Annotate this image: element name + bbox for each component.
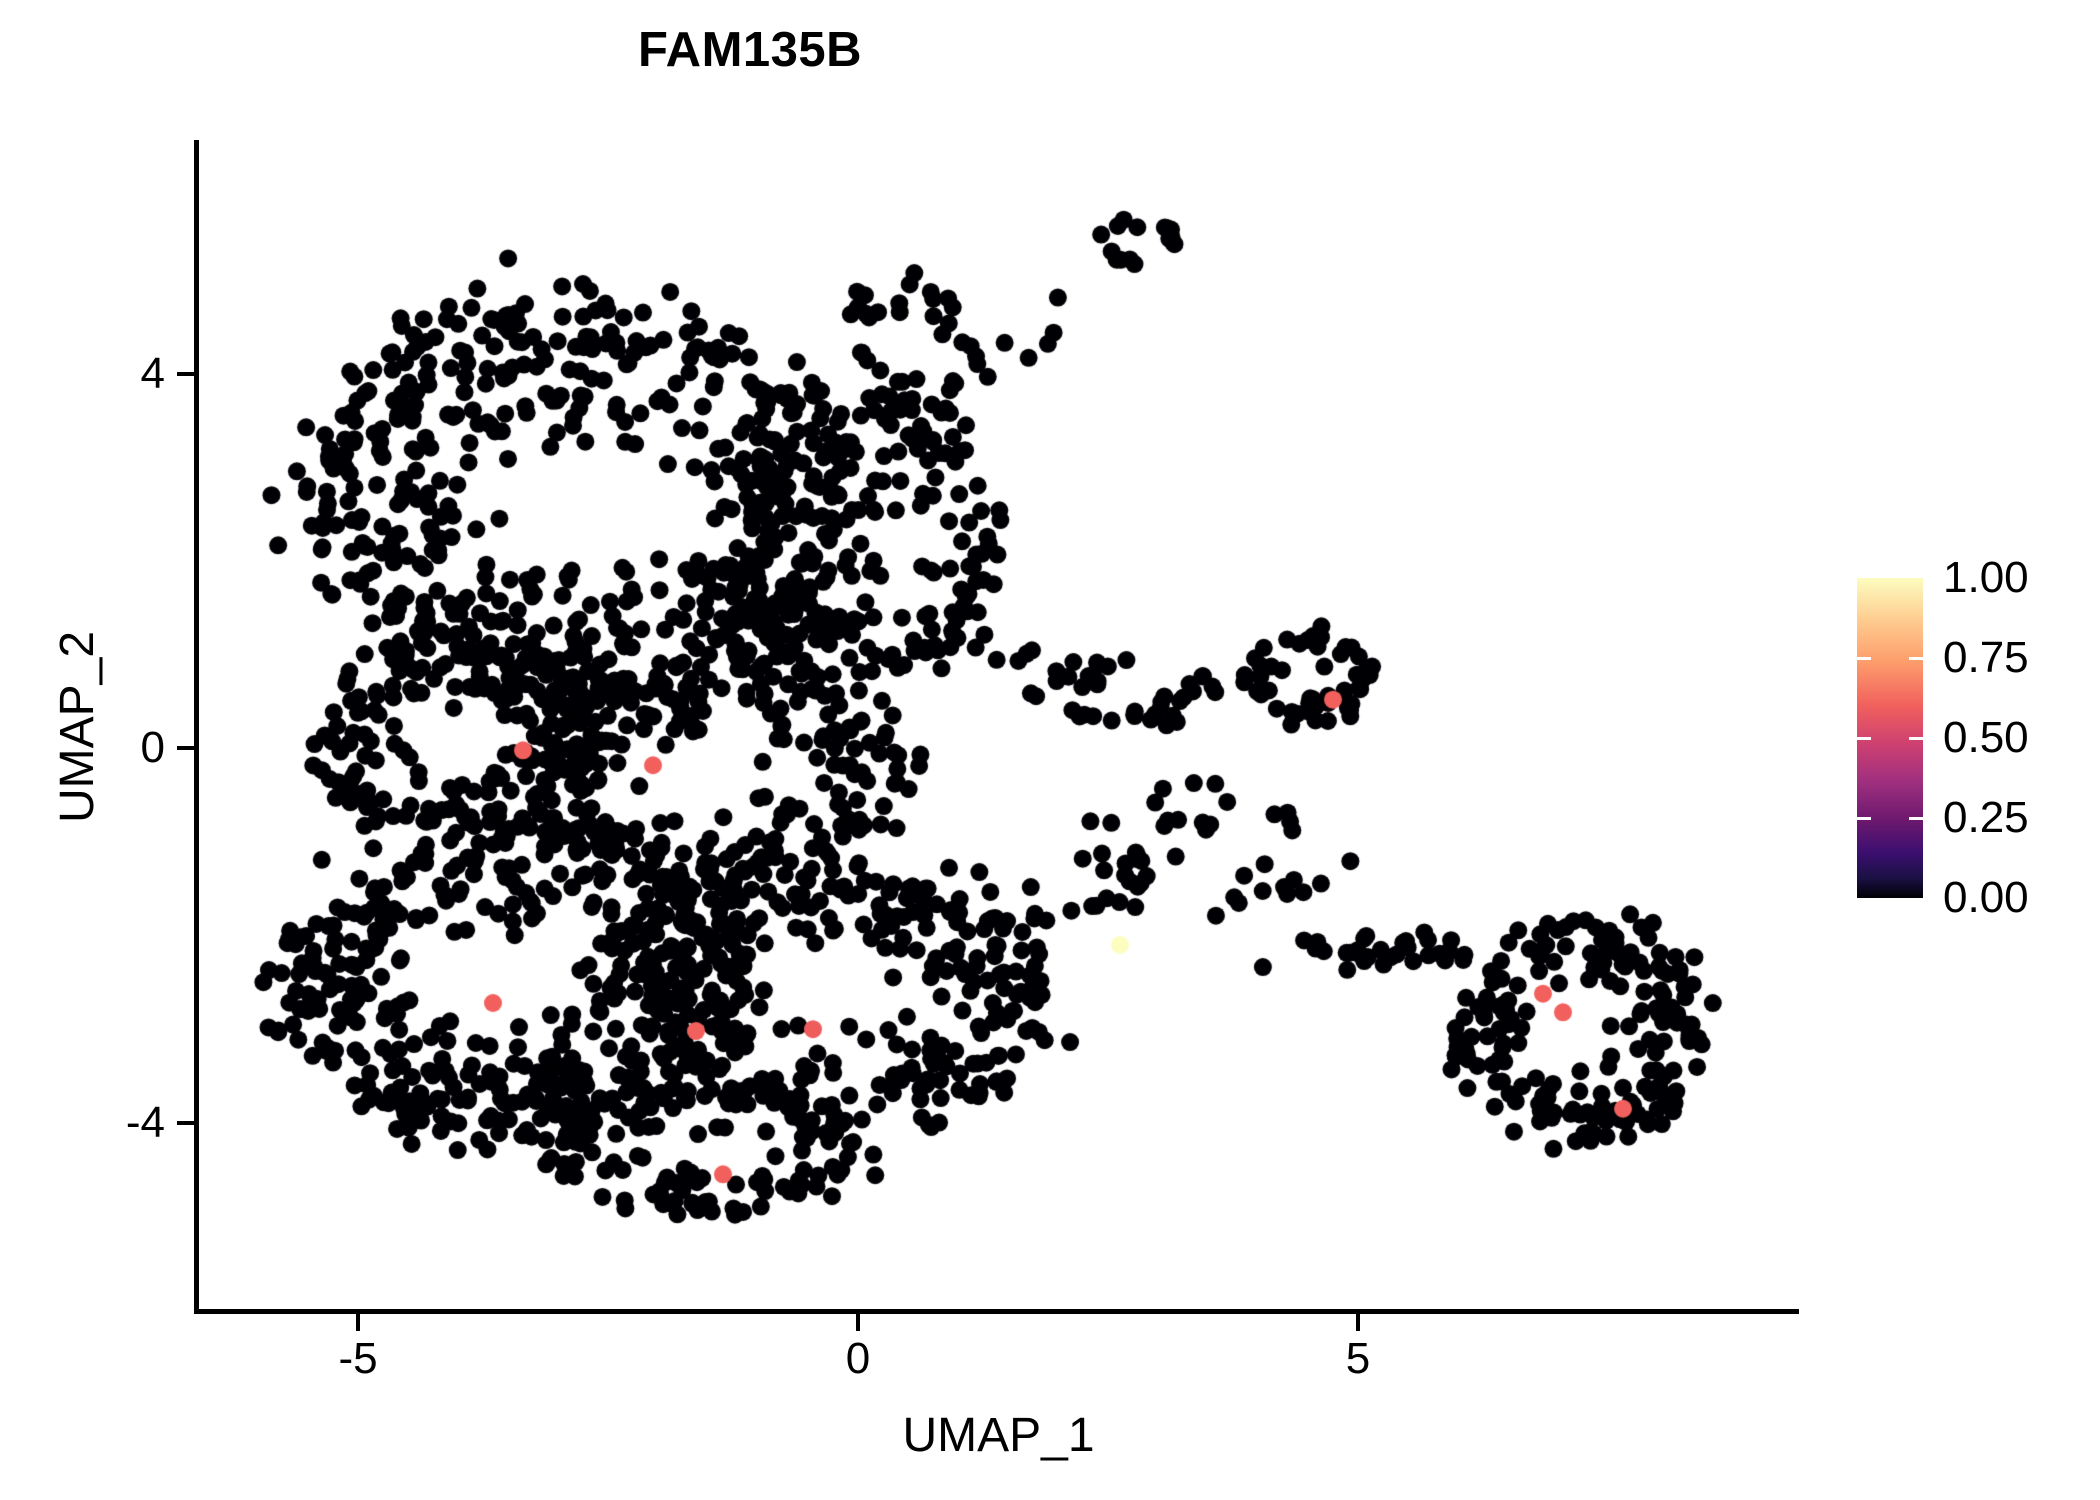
y-axis-line xyxy=(194,140,199,1314)
plot-panel xyxy=(198,140,1798,1310)
x-tick-mark xyxy=(356,1314,360,1331)
y-tick-mark xyxy=(177,746,194,751)
y-axis-title: UMAP_2 xyxy=(51,630,104,824)
x-tick-label: 0 xyxy=(845,1334,871,1383)
colorbar-tick-mark xyxy=(1857,736,1871,740)
colorbar-tick-label: 0.50 xyxy=(1943,713,2029,762)
x-axis-line xyxy=(198,1309,1799,1314)
y-tick-label: -4 xyxy=(125,1097,165,1147)
scatter-plot-canvas xyxy=(198,140,1798,1310)
colorbar-tick-mark xyxy=(1909,656,1923,660)
colorbar-tick-label: 1.00 xyxy=(1943,553,2029,602)
x-tick-label: -5 xyxy=(338,1334,378,1383)
colorbar-tick-mark xyxy=(1909,816,1923,820)
x-tick-mark xyxy=(856,1314,860,1331)
colorbar-tick-mark xyxy=(1909,736,1923,740)
y-tick-label: 4 xyxy=(140,349,165,398)
x-tick-label: 5 xyxy=(1345,1334,1371,1383)
y-tick-mark xyxy=(177,372,194,376)
colorbar-tick-mark xyxy=(1857,656,1871,660)
colorbar-tick-label: 0.75 xyxy=(1943,633,2029,682)
colorbar-tick-mark xyxy=(1857,816,1871,820)
x-tick-mark xyxy=(1356,1314,1360,1331)
color-legend: 1.00 0.75 0.50 0.25 0.00 xyxy=(1857,556,2087,920)
y-tick-mark xyxy=(177,1120,194,1125)
page-title: FAM135B xyxy=(637,23,863,77)
colorbar-tick-label: 0.00 xyxy=(1943,873,2029,922)
y-tick-label: 0 xyxy=(140,723,165,773)
colorbar-tick-label: 0.25 xyxy=(1943,793,2029,842)
x-axis-title: UMAP_1 xyxy=(902,1409,1095,1462)
